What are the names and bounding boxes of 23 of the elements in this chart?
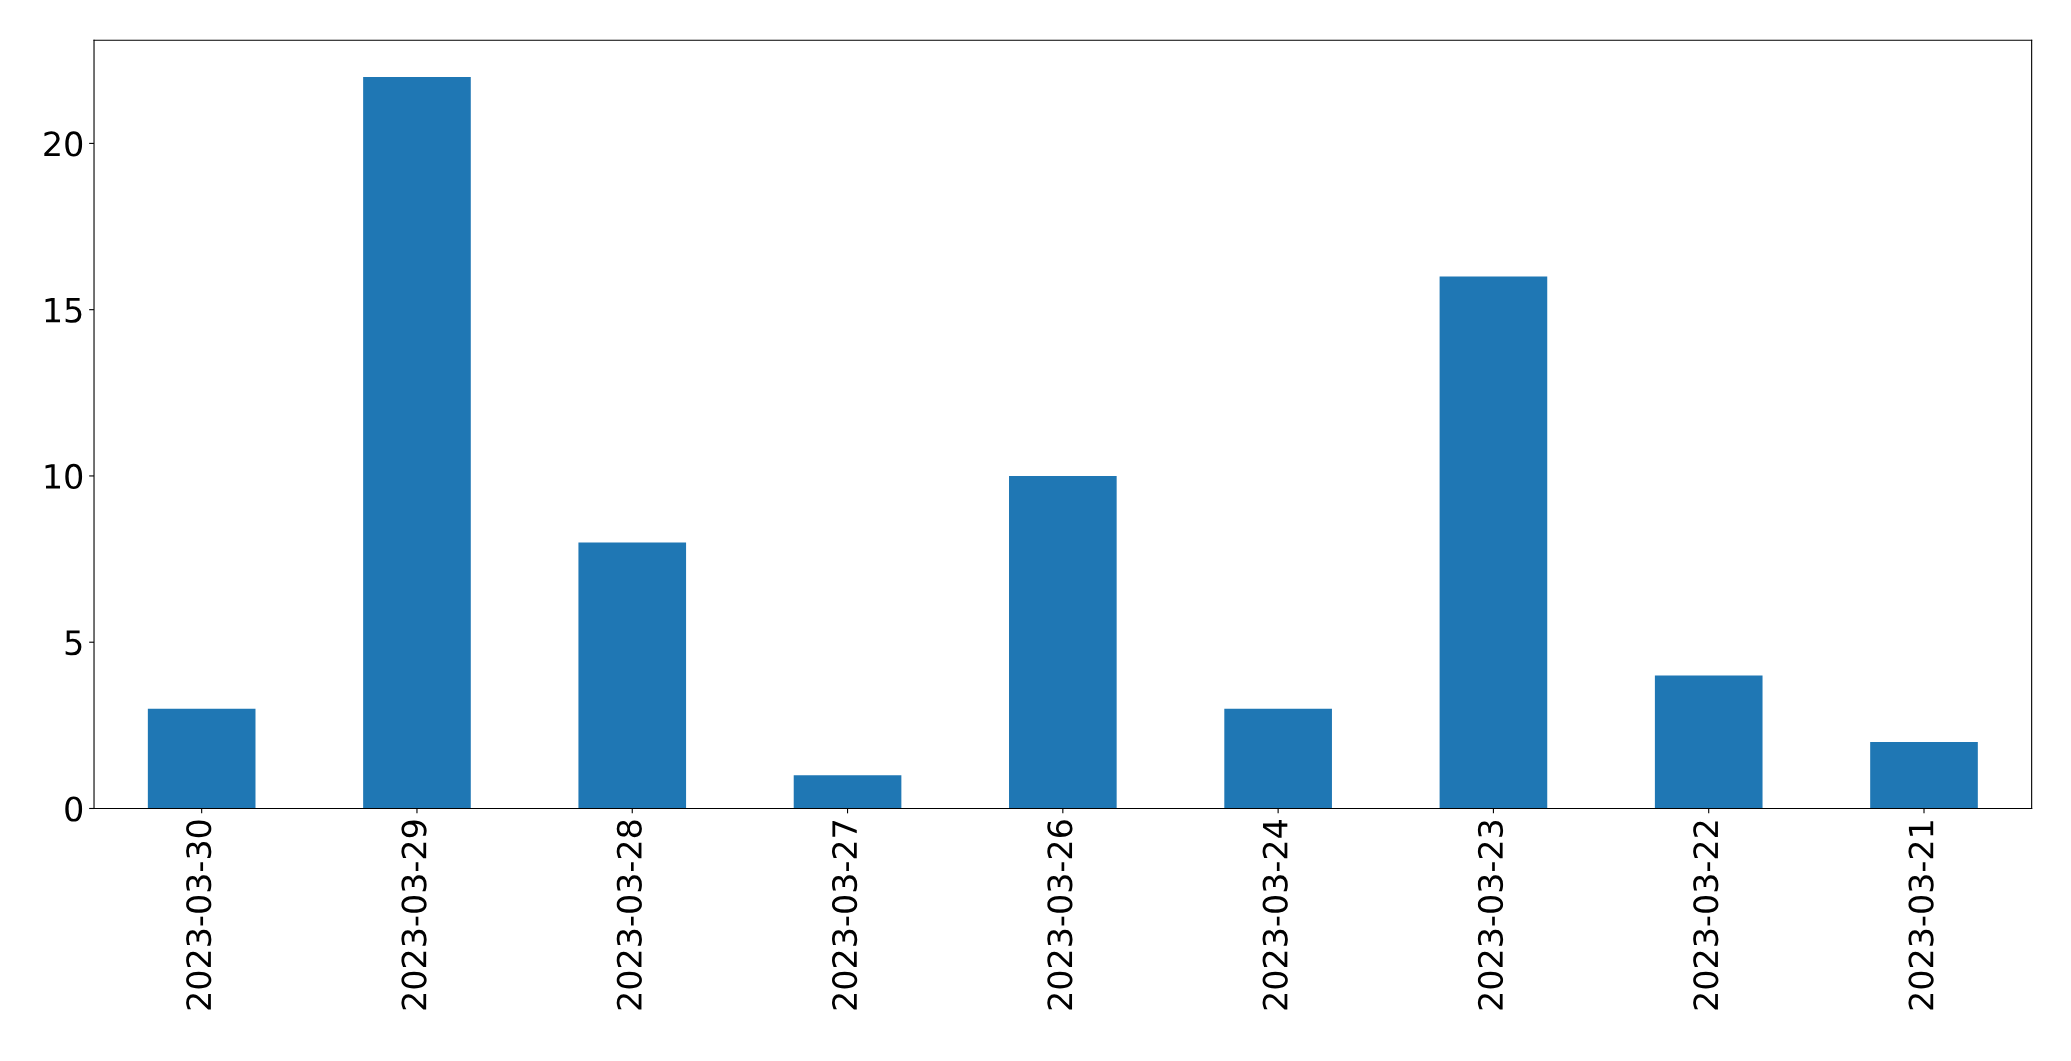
- y-tick-label: 20: [44, 131, 83, 157]
- x-tick-label: 2023-03-26: [1047, 820, 1073, 1010]
- y-tick-label: 10: [45, 463, 83, 490]
- bar: [578, 542, 687, 809]
- bar: [147, 708, 256, 809]
- y-tick-label: 15: [45, 298, 82, 323]
- x-tick-label: 2023-03-23: [1477, 820, 1504, 1010]
- bar: [1439, 276, 1548, 809]
- bar: [793, 775, 902, 809]
- bar: [1224, 708, 1332, 809]
- x-tick-label: 2023-03-22: [1693, 821, 1719, 1010]
- x-tick-label: 2023-03-27: [832, 821, 858, 1010]
- x-tick-label: 2023-03-29: [401, 820, 427, 1010]
- bar: [1654, 675, 1763, 809]
- bar: [1009, 475, 1117, 809]
- x-tick-label: 2023-03-28: [616, 820, 642, 1010]
- x-tick-label: 2023-03-24: [1262, 820, 1288, 1010]
- x-tick-label: 2023-03-21: [1908, 821, 1934, 1010]
- y-tick-label: 0: [65, 796, 83, 822]
- bar: [1870, 741, 1978, 809]
- x-tick-label: 2023-03-30: [186, 820, 212, 1010]
- y-tick-label: 5: [65, 630, 82, 656]
- bar: [363, 76, 471, 809]
